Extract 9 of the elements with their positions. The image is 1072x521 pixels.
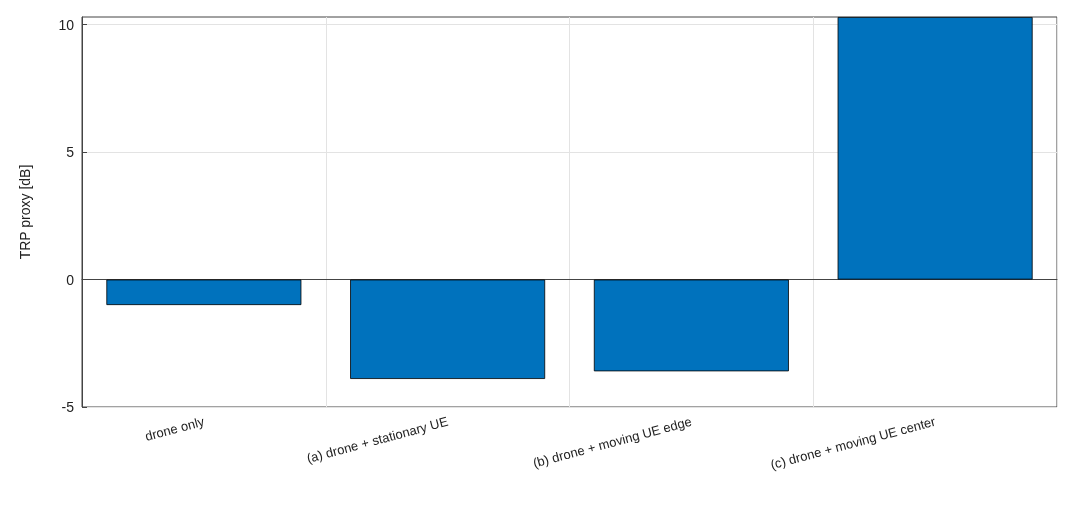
y-tick-label: 0: [66, 271, 75, 288]
y-tick-label: 10: [58, 16, 75, 33]
x-tick-label: (a) drone + stationary UE: [305, 413, 450, 466]
y-tick-label: 5: [66, 144, 75, 161]
x-tick-label: (b) drone + moving UE edge: [531, 413, 694, 471]
x-tick-label: drone only: [143, 413, 207, 444]
y-axis-title: TRP proxy [dB]: [17, 164, 33, 260]
x-tick-label: (c) drone + moving UE center: [768, 413, 938, 473]
y-tick-label: -5: [61, 399, 75, 415]
